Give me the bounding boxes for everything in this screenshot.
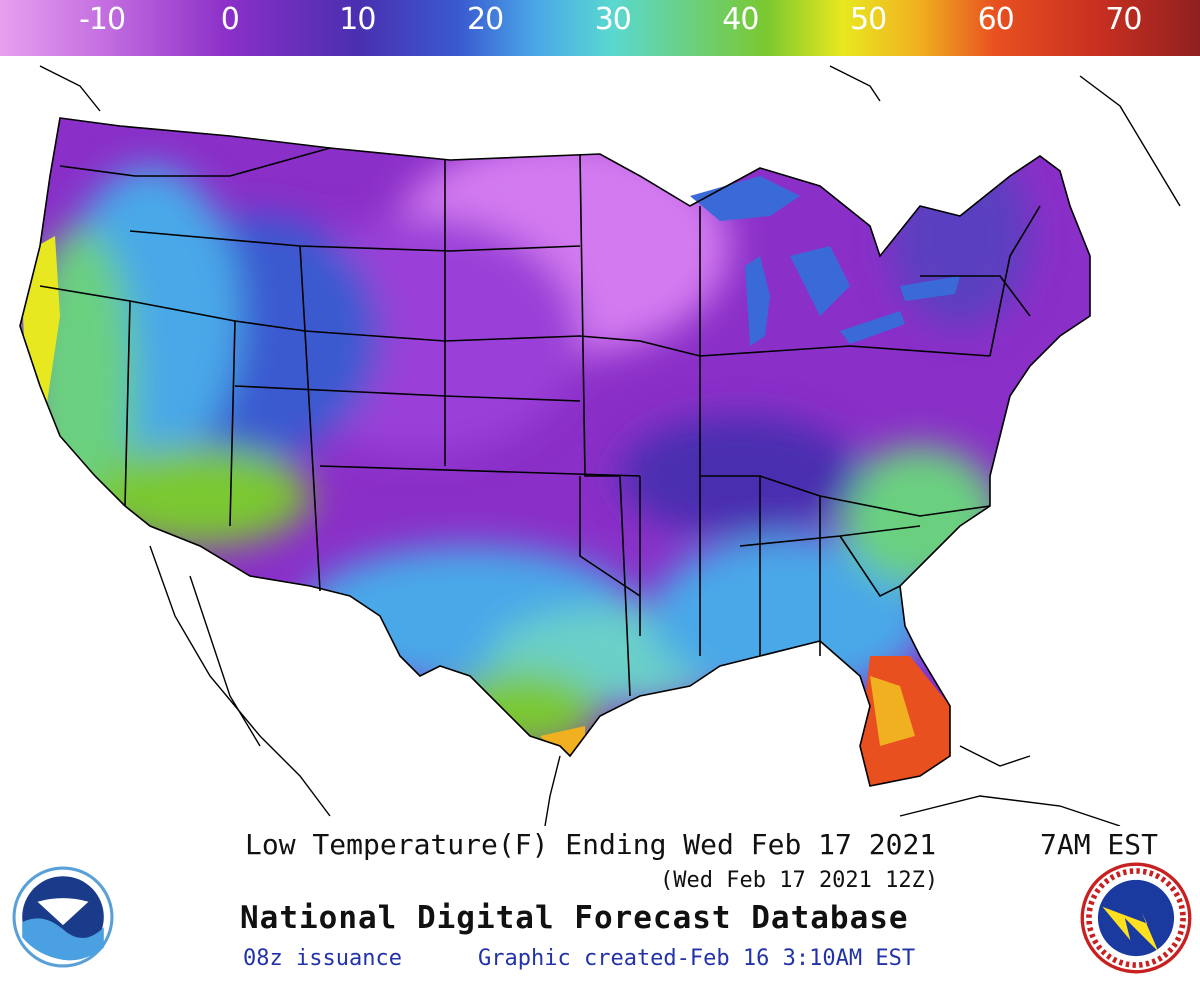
color-scale-tick-label: 40 [722, 2, 759, 37]
color-scale-tick-label: 20 [467, 2, 504, 37]
color-scale-tick-label: -10 [79, 2, 126, 37]
temperature-color-scale: -10 0 10 20 30 40 50 60 70 [0, 0, 1200, 56]
color-scale-tick-label: 10 [339, 2, 376, 37]
color-scale-tick-label: 0 [220, 2, 240, 37]
temperature-field [20, 118, 1090, 786]
nws-logo [1080, 862, 1192, 974]
map-utc-time: (Wed Feb 17 2021 12Z) [660, 868, 939, 893]
color-scale-tick-label: 60 [977, 2, 1015, 37]
map-valid-time: 7AM EST [1040, 828, 1159, 861]
color-scale-tick-label: 50 [850, 2, 887, 37]
color-scale-gradient [0, 0, 1200, 56]
neighbor-coastlines [39, 65, 1181, 826]
product-name: National Digital Forecast Database [240, 900, 909, 936]
color-scale-tick-label: 70 [1105, 2, 1142, 37]
temperature-map [19, 65, 1181, 826]
graphic-created-label: Graphic created-Feb 16 3:10AM EST [478, 946, 916, 971]
great-lakes [690, 176, 960, 346]
color-scale-tick-label: 30 [594, 2, 632, 37]
state-borders [19, 117, 1091, 787]
noaa-logo [12, 866, 114, 968]
map-title: Low Temperature(F) Ending Wed Feb 17 202… [245, 828, 937, 861]
issuance-label: 08z issuance [243, 946, 402, 971]
